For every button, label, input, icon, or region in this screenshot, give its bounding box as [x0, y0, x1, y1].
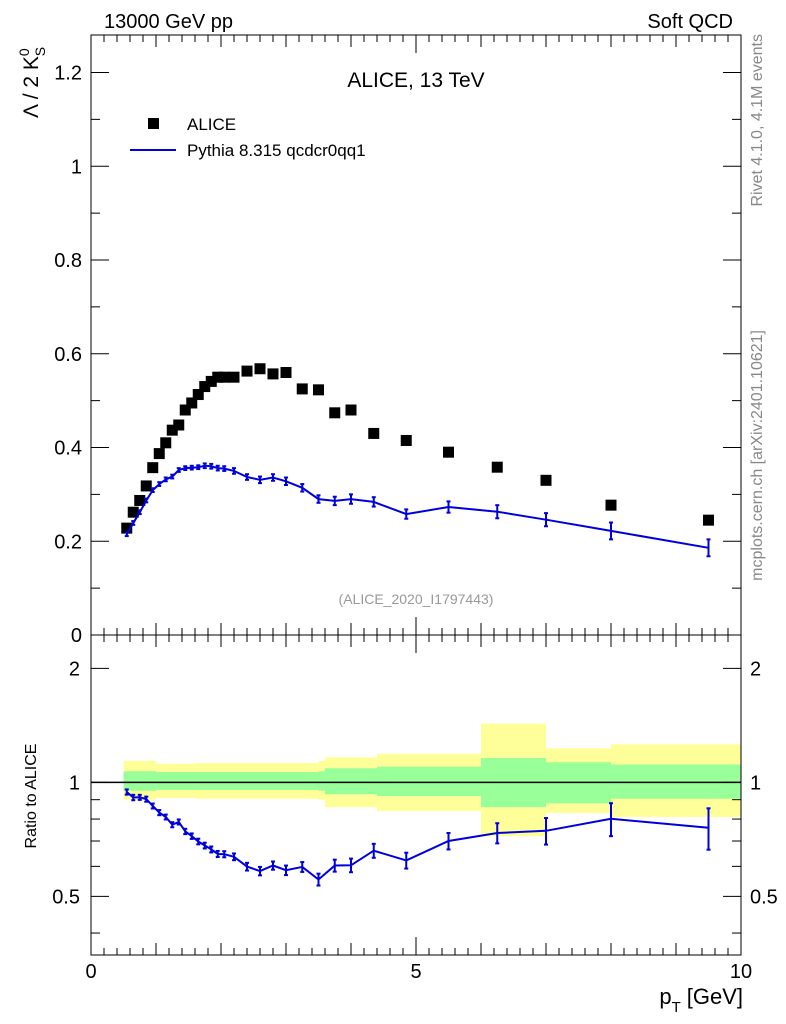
data-point: [166, 424, 178, 436]
data-point: [329, 407, 341, 419]
data-point: [313, 384, 324, 396]
main-y-tick-label: 0.2: [54, 531, 82, 553]
ratio-band-inner: [156, 772, 195, 790]
data-point: [140, 480, 152, 492]
data-point: [540, 474, 552, 486]
main-ylabel-sub: S: [32, 47, 48, 56]
mc-ratio-line: [126, 791, 709, 881]
ratio-y-tick-label-right: 2: [750, 658, 761, 680]
main-ylabel-text: Λ / 2 K: [20, 56, 43, 118]
x-tick-label: 0: [85, 961, 96, 983]
ratio-band-inner: [123, 771, 156, 791]
data-point: [228, 371, 240, 383]
x-axis-label: pT [GeV]: [659, 984, 743, 1016]
main-y-tick-label: 0.4: [54, 438, 82, 460]
legend-data-marker: [148, 118, 159, 129]
data-point: [703, 514, 714, 526]
data-point: [254, 363, 266, 375]
data-point: [296, 383, 308, 395]
ratio-band-inner: [325, 768, 345, 795]
main-ylabel-sup: 0: [16, 48, 32, 56]
data-point: [368, 427, 380, 439]
data-point: [134, 494, 146, 506]
x-axis-label-sub: T: [672, 999, 681, 1016]
ratio-ylabel: Ratio to ALICE: [23, 744, 40, 849]
data-point: [491, 461, 503, 473]
x-axis-label-main: p: [659, 984, 671, 1009]
data-point: [605, 499, 617, 511]
mcplots-label: mcplots.cern.ch [arXiv:2401.10621]: [749, 330, 766, 581]
ratio-y-tick-label: 0.5: [52, 886, 80, 908]
rivet-label: Rivet 4.1.0, 4.1M events: [749, 34, 766, 207]
x-axis-label-unit: [GeV]: [687, 984, 743, 1009]
data-point: [186, 397, 198, 409]
data-point: [205, 375, 217, 387]
data-point: [199, 381, 211, 393]
data-point: [443, 446, 454, 458]
data-point: [400, 434, 412, 446]
data-point: [127, 506, 139, 518]
ratio-band-inner: [234, 772, 319, 790]
ratio-band-inner: [344, 768, 377, 795]
main-y-tick-label: 0.8: [54, 250, 82, 272]
data-point: [121, 522, 133, 534]
ratio-band-inner: [195, 772, 234, 790]
data-point: [241, 365, 253, 377]
data-point: [179, 404, 191, 416]
svg-text:Λ / 2 K0S: Λ / 2 K0S: [16, 47, 48, 118]
main-y-tick-label: 0: [71, 625, 82, 647]
mc-line: [125, 464, 709, 549]
data-point: [267, 368, 279, 380]
data-point: [218, 371, 230, 383]
main-y-tick-label: 1: [71, 156, 82, 178]
x-tick-label: 5: [410, 961, 421, 983]
main-ylabel: Λ / 2 K0S: [16, 47, 48, 118]
legend-data-label: ALICE: [187, 115, 236, 134]
ratio-y-tick-label-right: 0.5: [750, 886, 778, 908]
energy-label: 13000 GeV pp: [104, 11, 233, 33]
analysis-id: (ALICE_2020_I1797443): [339, 591, 494, 607]
data-point: [173, 419, 185, 431]
main-panel: [121, 363, 714, 558]
data-point: [345, 404, 357, 416]
ratio-band-inner: [377, 766, 481, 797]
x-tick-label: 10: [730, 961, 752, 983]
ratio-y-tick-label: 1: [69, 772, 80, 794]
data-point: [212, 371, 224, 383]
ratio-y-tick-label: 2: [69, 658, 80, 680]
ratio-panel: [91, 723, 741, 887]
data-point: [153, 448, 165, 460]
data-point: [192, 389, 204, 401]
ratio-band-inner: [318, 771, 325, 791]
analysis-title: ALICE, 13 TeV: [347, 69, 484, 92]
legend-mc-label: Pythia 8.315 qcdcr0qq1: [187, 141, 366, 160]
data-point: [160, 437, 172, 449]
ratio-y-tick-label-right: 1: [750, 772, 761, 794]
main-y-tick-label: 1.2: [54, 63, 82, 85]
category-label: Soft QCD: [647, 11, 733, 33]
data-point: [280, 367, 292, 378]
main-y-tick-label: 0.6: [54, 344, 82, 366]
data-point: [147, 462, 159, 474]
